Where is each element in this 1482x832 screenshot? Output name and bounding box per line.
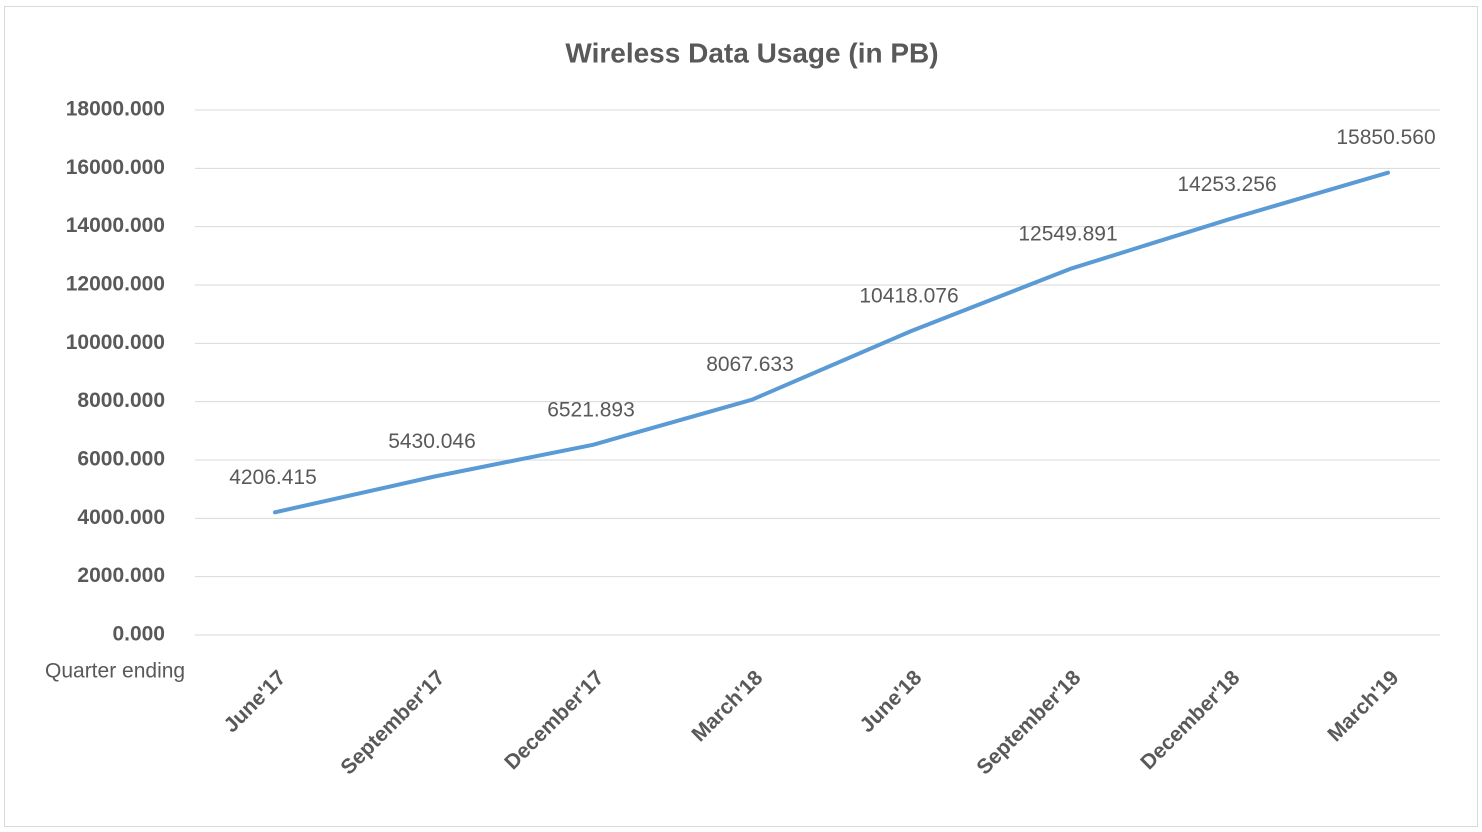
- y-tick-label: 10000.000: [66, 331, 165, 354]
- data-label: 14253.256: [1177, 173, 1276, 196]
- data-label: 8067.633: [706, 353, 794, 376]
- y-tick-label: 2000.000: [77, 564, 165, 587]
- chart-title: Wireless Data Usage (in PB): [565, 37, 938, 68]
- y-tick-label: 4000.000: [77, 506, 165, 529]
- chart-border: [4, 6, 1478, 827]
- data-label: 4206.415: [229, 466, 317, 489]
- data-label: 6521.893: [547, 398, 635, 421]
- line: [273, 170, 1390, 515]
- y-tick-label: 8000.000: [77, 389, 165, 412]
- data-label: 10418.076: [859, 285, 958, 308]
- data-label: 15850.560: [1336, 126, 1435, 149]
- y-tick-label: 16000.000: [66, 156, 165, 179]
- y-tick-label: 12000.000: [66, 273, 165, 296]
- y-tick-label: 14000.000: [66, 214, 165, 237]
- y-tick-label: 0.000: [112, 623, 165, 646]
- data-label: 5430.046: [388, 430, 476, 453]
- y-tick-label: 6000.000: [77, 448, 165, 471]
- data-label: 12549.891: [1018, 223, 1117, 246]
- y-tick-label: 18000.000: [66, 98, 165, 121]
- x-axis-label: Quarter ending: [45, 660, 185, 683]
